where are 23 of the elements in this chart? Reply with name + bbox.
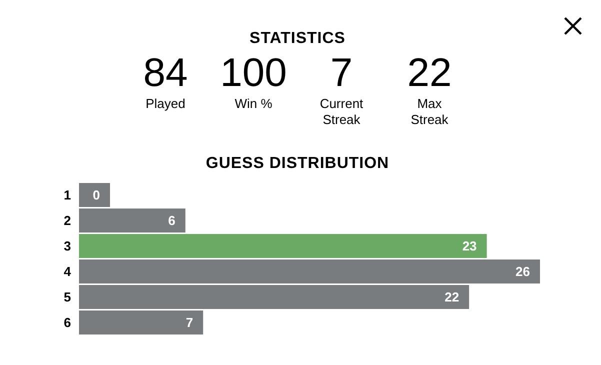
bar [79, 234, 487, 258]
text: Played [144, 96, 186, 112]
text: Win % [234, 96, 274, 112]
data-label: 26 [516, 264, 530, 280]
text: 100 [219, 50, 288, 96]
y-tick-label: 6 [64, 314, 71, 330]
data-label: 22 [444, 290, 460, 305]
chart-title: GUESS DISTRIBUTION [204, 155, 390, 173]
text: STATISTICS [248, 30, 346, 48]
data-label: 0 [92, 188, 100, 203]
text: Max Streak [410, 96, 450, 128]
data-label: 6 [168, 213, 176, 228]
text: 7 [329, 50, 354, 96]
y-tick-label: 3 [64, 238, 71, 254]
text: 84 [142, 50, 189, 96]
y-tick-label: 4 [64, 264, 72, 279]
y-tick-label: 2 [64, 212, 71, 228]
y-tick-label: 1 [64, 187, 71, 202]
y-tick-label: 5 [64, 289, 71, 304]
text: 22 [406, 50, 453, 96]
data-label: 7 [186, 315, 194, 330]
text: Current Streak [318, 96, 364, 128]
data-label: 23 [462, 238, 477, 254]
